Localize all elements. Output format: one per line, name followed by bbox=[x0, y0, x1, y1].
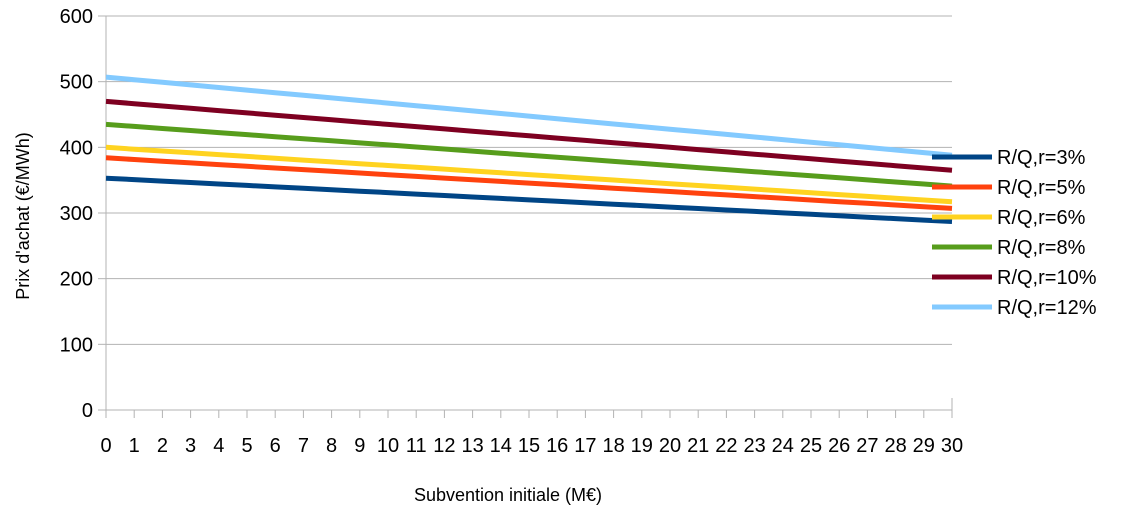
series-line-3 bbox=[105, 144, 953, 205]
gridlines bbox=[106, 15, 952, 345]
axes bbox=[98, 15, 953, 418]
y-tick-label-0: 0 bbox=[82, 400, 93, 422]
legend-label-3: R/Q,r=6% bbox=[997, 207, 1086, 229]
x-tick-label-9: 9 bbox=[354, 435, 365, 457]
y-tick-label-600: 600 bbox=[60, 6, 93, 28]
x-tick-label-14: 14 bbox=[490, 435, 512, 457]
legend-label-4: R/Q,r=8% bbox=[997, 237, 1086, 259]
series-line-5 bbox=[105, 98, 953, 173]
series-line-2 bbox=[105, 155, 953, 211]
y-tick-label-300: 300 bbox=[60, 203, 93, 225]
legend-label-1: R/Q,r=3% bbox=[997, 147, 1086, 169]
legend-label-5: R/Q,r=10% bbox=[997, 267, 1097, 289]
series-lines bbox=[105, 74, 953, 224]
x-tick-label-26: 26 bbox=[828, 435, 850, 457]
x-tick-label-24: 24 bbox=[772, 435, 794, 457]
x-tick-label-4: 4 bbox=[213, 435, 224, 457]
x-tick-label-1: 1 bbox=[129, 435, 140, 457]
x-tick-label-2: 2 bbox=[157, 435, 168, 457]
x-tick-label-11: 11 bbox=[406, 435, 427, 457]
x-tick-label-28: 28 bbox=[884, 435, 906, 457]
x-tick-label-27: 27 bbox=[856, 435, 878, 457]
y-tick-label-100: 100 bbox=[60, 334, 93, 356]
x-tick-label-25: 25 bbox=[800, 435, 822, 457]
x-tick-label-22: 22 bbox=[715, 435, 737, 457]
series-line-6 bbox=[105, 74, 953, 158]
x-tick-label-21: 21 bbox=[687, 435, 709, 457]
x-tick-label-20: 20 bbox=[659, 435, 681, 457]
x-tick-label-15: 15 bbox=[518, 435, 540, 457]
legend-label-2: R/Q,r=5% bbox=[997, 177, 1086, 199]
x-tick-label-10: 10 bbox=[377, 435, 399, 457]
legend-label-6: R/Q,r=12% bbox=[997, 297, 1097, 319]
x-tick-label-0: 0 bbox=[100, 435, 111, 457]
y-tick-label-200: 200 bbox=[60, 269, 93, 291]
x-tick-label-5: 5 bbox=[241, 435, 252, 457]
x-tick-label-18: 18 bbox=[602, 435, 624, 457]
y-tick-label-400: 400 bbox=[60, 137, 93, 159]
series-line-1 bbox=[105, 175, 953, 224]
x-tick-label-12: 12 bbox=[433, 435, 455, 457]
x-tick-label-13: 13 bbox=[461, 435, 483, 457]
series-line-4 bbox=[105, 121, 953, 189]
y-axis-title: Prix d'achat (€/MWh) bbox=[13, 132, 33, 299]
x-axis-title: Subvention initiale (M€) bbox=[414, 485, 602, 505]
x-tick-label-23: 23 bbox=[743, 435, 765, 457]
x-tick-label-7: 7 bbox=[298, 435, 309, 457]
x-tick-label-19: 19 bbox=[631, 435, 653, 457]
x-tick-label-8: 8 bbox=[326, 435, 337, 457]
y-tick-label-500: 500 bbox=[60, 72, 93, 94]
x-tick-label-17: 17 bbox=[574, 435, 596, 457]
x-tick-label-29: 29 bbox=[913, 435, 935, 457]
legend: R/Q,r=3% R/Q,r=5% R/Q,r=6% R/Q,r=8% R/Q,r=10… bbox=[932, 147, 1097, 319]
x-tick-label-16: 16 bbox=[546, 435, 568, 457]
x-tick-label-6: 6 bbox=[270, 435, 281, 457]
x-tick-label-3: 3 bbox=[185, 435, 196, 457]
x-tick-label-30: 30 bbox=[941, 435, 963, 457]
